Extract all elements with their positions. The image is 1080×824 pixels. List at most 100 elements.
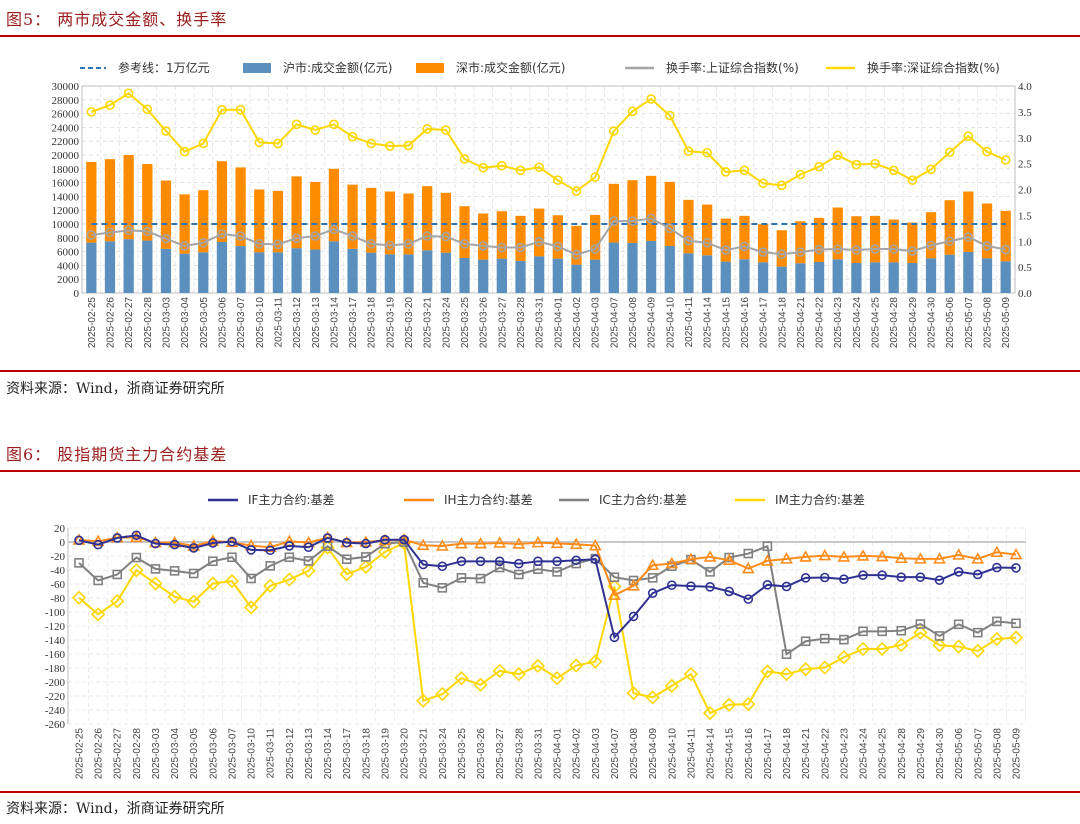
marker-square bbox=[647, 573, 658, 583]
y-tick: -180 bbox=[45, 663, 66, 675]
marker-circle bbox=[552, 556, 562, 567]
bar-shanghai bbox=[571, 264, 582, 293]
bar-shanghai bbox=[310, 249, 321, 293]
marker-diamond bbox=[626, 685, 641, 701]
bar-shanghai bbox=[907, 262, 918, 293]
marker-diamond bbox=[205, 576, 220, 591]
x-tick: 2025-05-07 bbox=[973, 728, 984, 780]
y-tick-left: 22000 bbox=[52, 136, 80, 148]
marker-circle bbox=[992, 562, 1002, 573]
marker-circle bbox=[494, 556, 505, 567]
data-point bbox=[1000, 244, 1011, 255]
marker-diamond bbox=[167, 589, 182, 604]
x-tick: 2025-03-14 bbox=[323, 728, 334, 780]
legend-swatch bbox=[243, 63, 271, 73]
marker-square bbox=[743, 548, 754, 559]
marker-square bbox=[227, 552, 237, 563]
marker-square bbox=[246, 573, 256, 584]
marker-diamond bbox=[817, 660, 832, 675]
marker-square bbox=[150, 564, 161, 574]
x-tick: 2025-04-10 bbox=[665, 297, 676, 349]
marker-diamond bbox=[664, 678, 679, 693]
bar-shenzhen bbox=[235, 167, 246, 247]
bar-shenzhen bbox=[347, 184, 358, 249]
bar-shenzhen bbox=[384, 191, 396, 255]
marker-circle bbox=[399, 534, 409, 545]
y-tick-right: 0.0 bbox=[1018, 288, 1032, 300]
marker-square bbox=[112, 569, 123, 580]
marker-triangle bbox=[780, 552, 793, 564]
x-tick: 2025-03-31 bbox=[535, 297, 546, 349]
y-tick-left: 4000 bbox=[57, 260, 80, 272]
bar-shanghai bbox=[1000, 261, 1011, 293]
x-tick: 2025-02-25 bbox=[87, 297, 98, 349]
y-tick-left: 14000 bbox=[52, 191, 80, 203]
marker-circle bbox=[666, 580, 677, 590]
bar-shenzhen bbox=[440, 192, 452, 253]
data-point bbox=[123, 225, 134, 236]
marker-circle bbox=[705, 582, 715, 592]
data-point bbox=[553, 175, 563, 185]
x-tick: 2025-03-17 bbox=[348, 297, 359, 349]
marker-triangle bbox=[684, 552, 698, 565]
series-circle bbox=[74, 530, 1021, 643]
figure5-source: 资料来源：Wind，浙商证券研究所 bbox=[6, 381, 225, 397]
y-tick-left: 26000 bbox=[52, 109, 80, 121]
x-tick: 2025-03-05 bbox=[199, 297, 210, 349]
bar-shenzhen bbox=[552, 215, 563, 259]
data-point bbox=[609, 216, 619, 226]
marker-triangle bbox=[627, 579, 640, 591]
x-tick: 2025-04-24 bbox=[859, 728, 870, 780]
marker-square bbox=[781, 649, 792, 660]
marker-diamond bbox=[970, 643, 985, 659]
source-rule bbox=[0, 370, 1080, 372]
data-point bbox=[646, 94, 656, 104]
y-tick: -20 bbox=[50, 551, 65, 563]
marker-square bbox=[972, 627, 983, 638]
marker-square bbox=[188, 568, 199, 579]
marker-triangle bbox=[799, 550, 813, 562]
marker-square bbox=[762, 541, 773, 552]
x-tick: 2025-03-27 bbox=[495, 728, 506, 780]
y-tick-left: 18000 bbox=[52, 164, 80, 176]
marker-square bbox=[437, 583, 448, 593]
bar-shenzhen bbox=[739, 215, 750, 260]
bar-shenzhen bbox=[198, 190, 209, 253]
data-point bbox=[534, 162, 544, 173]
data-point bbox=[888, 165, 899, 176]
data-point bbox=[870, 244, 880, 254]
data-point bbox=[273, 138, 283, 149]
x-tick: 2025-05-08 bbox=[983, 297, 994, 349]
x-tick: 2025-02-27 bbox=[124, 297, 135, 349]
bar-shanghai bbox=[869, 262, 881, 293]
marker-diamond bbox=[722, 697, 737, 712]
data-point bbox=[758, 247, 768, 257]
data-point bbox=[385, 141, 395, 151]
marker-circle bbox=[380, 534, 390, 545]
marker-square bbox=[839, 634, 849, 645]
legend-label: 换手率:深证综合指数(%) bbox=[867, 60, 1000, 75]
marker-triangle bbox=[569, 537, 583, 550]
y-tick-right: 2.0 bbox=[1018, 185, 1032, 197]
x-tick: 2025-02-26 bbox=[94, 728, 105, 780]
marker-triangle bbox=[1009, 547, 1023, 560]
x-tick: 2025-03-18 bbox=[361, 728, 372, 780]
y-tick-right: 3.5 bbox=[1018, 107, 1032, 119]
x-tick: 2025-03-26 bbox=[479, 297, 490, 349]
x-tick: 2025-03-28 bbox=[514, 728, 525, 780]
data-point bbox=[571, 186, 582, 196]
x-tick: 2025-03-10 bbox=[247, 728, 258, 780]
bar-shanghai bbox=[123, 239, 134, 293]
bar-shanghai bbox=[757, 262, 769, 293]
marker-diamond bbox=[511, 667, 526, 682]
legend-item: IH主力合约:基差 bbox=[404, 492, 533, 507]
bar-shenzhen bbox=[366, 187, 377, 253]
y-tick-right: 4.0 bbox=[1018, 81, 1032, 93]
x-tick: 2025-03-27 bbox=[497, 297, 508, 349]
x-tick: 2025-04-11 bbox=[684, 297, 695, 348]
legend-item: 沪市:成交金额(亿元) bbox=[243, 60, 392, 75]
bar-shenzhen bbox=[776, 230, 787, 267]
data-point bbox=[907, 175, 918, 185]
x-tick: 2025-04-15 bbox=[721, 297, 732, 349]
